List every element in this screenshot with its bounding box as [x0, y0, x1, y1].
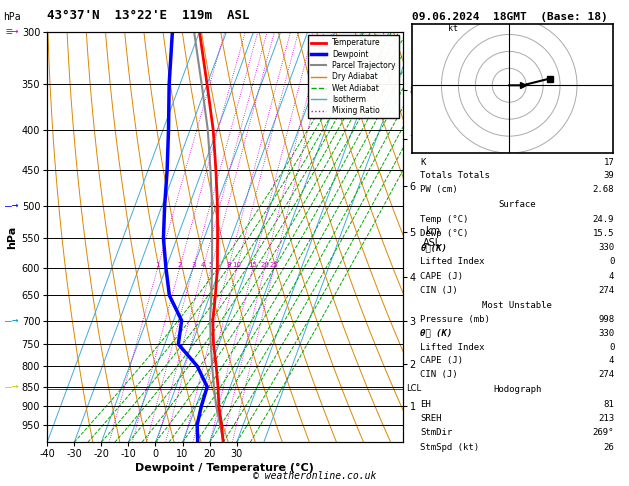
Text: 43°37'N  13°22'E  119m  ASL: 43°37'N 13°22'E 119m ASL [47, 9, 250, 22]
Text: 269°: 269° [593, 428, 615, 437]
Text: 998: 998 [598, 315, 615, 324]
Text: 25: 25 [270, 262, 278, 268]
Text: K: K [420, 157, 426, 167]
Text: 8: 8 [226, 262, 231, 268]
X-axis label: Dewpoint / Temperature (°C): Dewpoint / Temperature (°C) [135, 463, 314, 473]
Text: CIN (J): CIN (J) [420, 370, 458, 379]
Y-axis label: hPa: hPa [8, 226, 18, 248]
Text: 330: 330 [598, 243, 615, 252]
Text: ‒→: ‒→ [6, 382, 19, 392]
Text: 24.9: 24.9 [593, 215, 615, 224]
Text: 20: 20 [260, 262, 269, 268]
Text: SREH: SREH [420, 414, 442, 423]
Text: kt: kt [448, 24, 459, 33]
Text: Lifted Index: Lifted Index [420, 343, 485, 351]
Text: CIN (J): CIN (J) [420, 286, 458, 295]
Text: PW (cm): PW (cm) [420, 185, 458, 194]
Text: StmSpd (kt): StmSpd (kt) [420, 443, 479, 451]
Text: 26: 26 [604, 443, 615, 451]
Text: 09.06.2024  18GMT  (Base: 18): 09.06.2024 18GMT (Base: 18) [412, 12, 608, 22]
Text: LCL: LCL [406, 384, 421, 393]
Text: 2: 2 [177, 262, 182, 268]
Text: StmDir: StmDir [420, 428, 453, 437]
Text: 15.5: 15.5 [593, 229, 615, 238]
Text: Totals Totals: Totals Totals [420, 172, 490, 180]
Text: 0: 0 [609, 258, 615, 266]
Text: 2.68: 2.68 [593, 185, 615, 194]
Text: Pressure (mb): Pressure (mb) [420, 315, 490, 324]
Text: 10: 10 [233, 262, 242, 268]
Text: © weatheronline.co.uk: © weatheronline.co.uk [253, 471, 376, 481]
Text: Hodograph: Hodograph [493, 385, 542, 394]
Text: Surface: Surface [499, 200, 536, 209]
Text: 3: 3 [191, 262, 196, 268]
Text: 17: 17 [604, 157, 615, 167]
Text: CAPE (J): CAPE (J) [420, 356, 464, 365]
Text: 330: 330 [598, 329, 615, 338]
Text: 274: 274 [598, 286, 615, 295]
Text: 4: 4 [609, 356, 615, 365]
Text: 1: 1 [155, 262, 160, 268]
Text: 213: 213 [598, 414, 615, 423]
Text: CAPE (J): CAPE (J) [420, 272, 464, 280]
Text: hPa: hPa [3, 12, 21, 22]
Text: 15: 15 [248, 262, 257, 268]
Legend: Temperature, Dewpoint, Parcel Trajectory, Dry Adiabat, Wet Adiabat, Isotherm, Mi: Temperature, Dewpoint, Parcel Trajectory… [308, 35, 399, 118]
Text: Temp (°C): Temp (°C) [420, 215, 469, 224]
Text: 5: 5 [209, 262, 213, 268]
Text: 4: 4 [609, 272, 615, 280]
Text: 0: 0 [609, 343, 615, 351]
Text: θᴇ(K): θᴇ(K) [420, 243, 447, 252]
Text: —→: —→ [6, 315, 19, 326]
Text: 274: 274 [598, 370, 615, 379]
Text: ≡→: ≡→ [6, 27, 19, 36]
Text: 81: 81 [604, 399, 615, 409]
Text: 4: 4 [201, 262, 205, 268]
Text: Lifted Index: Lifted Index [420, 258, 485, 266]
Text: 39: 39 [604, 172, 615, 180]
Text: —→: —→ [6, 201, 19, 211]
Text: θᴇ (K): θᴇ (K) [420, 329, 453, 338]
Y-axis label: km
ASL: km ASL [423, 226, 442, 248]
Text: EH: EH [420, 399, 431, 409]
Text: Dewp (°C): Dewp (°C) [420, 229, 469, 238]
Text: Most Unstable: Most Unstable [482, 301, 552, 310]
